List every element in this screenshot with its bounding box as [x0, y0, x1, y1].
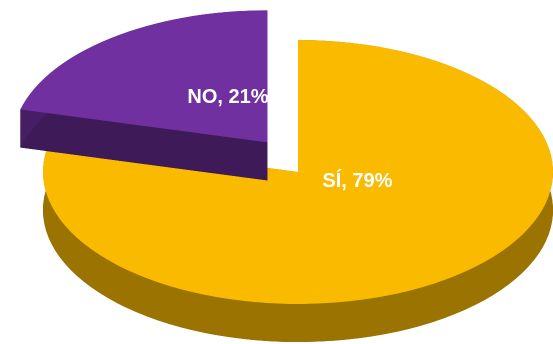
slice-wall: [20, 109, 268, 181]
slice: [43, 40, 553, 304]
data-label: NO, 21%: [187, 86, 268, 108]
slice: [20, 10, 268, 143]
data-label: SÍ, 79%: [322, 169, 392, 192]
slice: [20, 10, 268, 181]
